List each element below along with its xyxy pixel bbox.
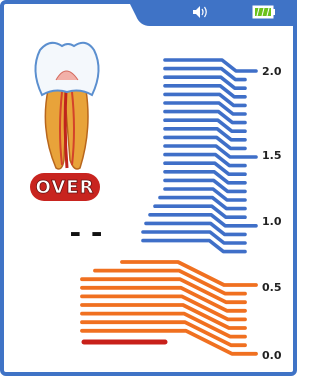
scale-label: 2.0 [262, 65, 282, 78]
scale-label: 0.0 [262, 349, 282, 362]
scale-label: 1.0 [262, 215, 282, 228]
page: OVER - - 2.0 1.5 1.0 0.5 0.0 (() => { co… [0, 0, 297, 376]
scale-label: 0.5 [262, 281, 282, 294]
scale-label: 1.5 [262, 149, 282, 162]
reading-text: - - [70, 216, 103, 249]
battery-icon [253, 6, 275, 18]
status-text: OVER [36, 177, 95, 198]
device-screen: OVER - - 2.0 1.5 1.0 0.5 0.0 [0, 0, 297, 376]
